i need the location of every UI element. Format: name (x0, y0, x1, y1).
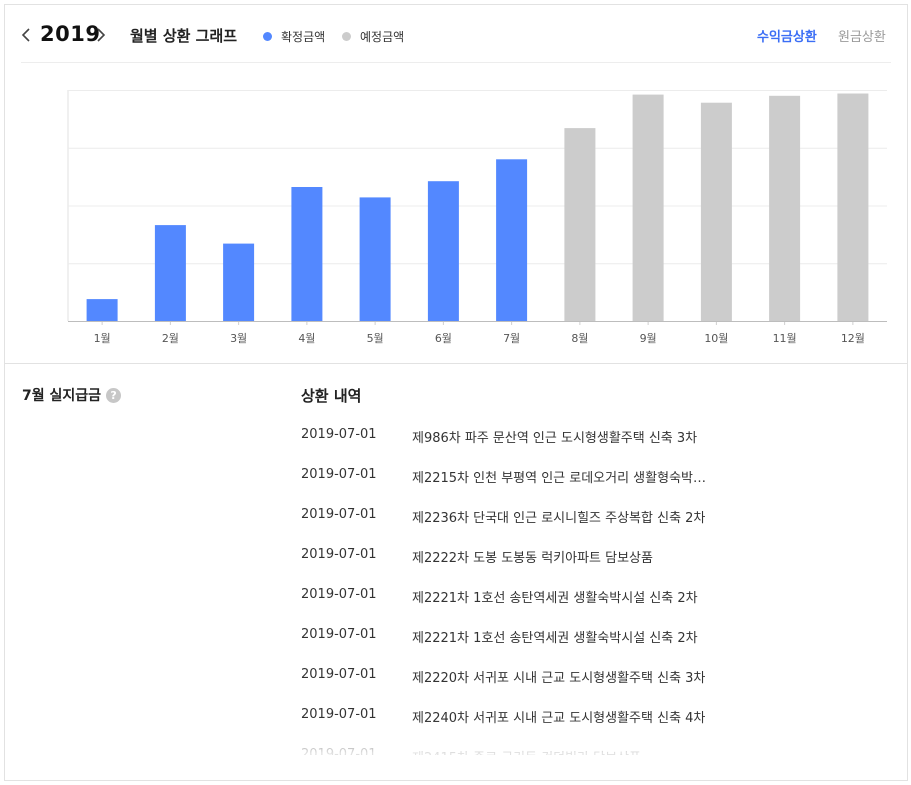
history-date: 2019-07-01 (301, 547, 377, 562)
prev-year-button[interactable] (19, 24, 33, 46)
actual-payment-title: 7월 실지급금 (22, 388, 102, 404)
legend-scheduled-label: 예정금액 (360, 30, 405, 44)
list-item[interactable]: 2019-07-01 제2240차 서귀포 시내 근교 도시형생활주택 신축 4차 (301, 695, 901, 735)
history-date: 2019-07-01 (301, 747, 377, 755)
chart-canvas: 1월 2월 3월 4월 5월 6월 7월 8월 9월 10월 11월 12월 (67, 90, 887, 345)
history-date: 2019-07-01 (301, 427, 377, 442)
tab-interest-repayment[interactable]: 수익금상환 (757, 30, 817, 45)
bar-4[interactable] (291, 187, 323, 321)
x-tick-label: 11월 (773, 332, 797, 345)
chevron-right-icon (97, 28, 106, 42)
bar-12[interactable] (837, 93, 869, 322)
list-item[interactable]: 2019-07-01 제2215차 인천 부평역 인근 로데오거리 생활형숙박시설… (301, 455, 901, 495)
history-product-link[interactable]: 제2215차 인천 부평역 인근 로데오거리 생활형숙박시설 신축 (412, 471, 712, 486)
graph-title: 월별 상환 그래프 (130, 27, 238, 45)
history-product-link[interactable]: 제2236차 단국대 인근 로시니힐즈 주상복합 신축 2차 (412, 511, 706, 526)
history-date: 2019-07-01 (301, 587, 377, 602)
legend-confirmed-label: 확정금액 (281, 30, 326, 44)
x-tick-label: 2월 (162, 332, 179, 345)
bar-5[interactable] (359, 197, 391, 321)
bar-10[interactable] (700, 102, 732, 321)
repayment-history-list: 2019-07-01 제986차 파주 문산역 인근 도시형생활주택 신축 3차 2… (301, 415, 901, 755)
legend-confirmed-dot (263, 32, 272, 41)
x-tick-label: 6월 (435, 332, 452, 345)
bar-1[interactable] (86, 299, 118, 321)
history-product-link[interactable]: 제2221차 1호선 송탄역세권 생활숙박시설 신축 2차 (412, 591, 698, 606)
year-label: 2019 (40, 22, 101, 46)
bar-11[interactable] (769, 95, 801, 321)
list-item[interactable]: 2019-07-01 제2236차 단국대 인근 로시니힐즈 주상복합 신축 2차 (301, 495, 901, 535)
monthly-repayment-chart: 1월 2월 3월 4월 5월 6월 7월 8월 9월 10월 11월 12월 (5, 65, 907, 365)
history-product-link[interactable]: 제2222차 도봉 도봉동 럭키아파트 담보상품 (412, 551, 653, 566)
list-item[interactable]: 2019-07-01 제2415차 종로 구기동 건덕빌라 담보상품 (301, 735, 901, 755)
list-item[interactable]: 2019-07-01 제2222차 도봉 도봉동 럭키아파트 담보상품 (301, 535, 901, 575)
actual-payment-heading: 7월 실지급금 ? (22, 385, 122, 405)
history-date: 2019-07-01 (301, 507, 377, 522)
bar-8[interactable] (564, 128, 596, 321)
x-tick-label: 7월 (503, 332, 520, 345)
history-title: 상환 내역 (301, 387, 362, 405)
history-date: 2019-07-01 (301, 467, 377, 482)
header-divider (21, 62, 891, 63)
list-item[interactable]: 2019-07-01 제2220차 서귀포 시내 근교 도시형생활주택 신축 3차 (301, 655, 901, 695)
history-product-link[interactable]: 제2240차 서귀포 시내 근교 도시형생활주택 신축 4차 (412, 711, 706, 726)
x-tick-label: 9월 (640, 332, 657, 345)
next-year-button[interactable] (94, 24, 108, 46)
x-tick-label: 10월 (704, 332, 728, 345)
legend-confirmed: 확정금액 (263, 28, 325, 45)
x-tick-label: 5월 (367, 332, 384, 345)
bar-7[interactable] (496, 159, 528, 321)
list-item[interactable]: 2019-07-01 제2221차 1호선 송탄역세권 생활숙박시설 신축 2차 (301, 615, 901, 655)
bar-9[interactable] (632, 94, 664, 321)
bar-6[interactable] (427, 181, 459, 321)
x-tick-label: 3월 (230, 332, 247, 345)
chevron-left-icon (21, 28, 30, 42)
x-tick-label: 4월 (298, 332, 315, 345)
section-divider (5, 363, 907, 364)
x-tick-label: 8월 (571, 332, 588, 345)
graph-header: 2019 월별 상환 그래프 확정금액 예정금액 수익금상환 원금상환 (5, 5, 907, 65)
list-item[interactable]: 2019-07-01 제2221차 1호선 송탄역세권 생활숙박시설 신축 2차 (301, 575, 901, 615)
tab-principal-repayment[interactable]: 원금상환 (838, 30, 886, 45)
x-tick-label: 12월 (841, 332, 865, 345)
list-item[interactable]: 2019-07-01 제986차 파주 문산역 인근 도시형생활주택 신축 3차 (301, 415, 901, 455)
history-date: 2019-07-01 (301, 707, 377, 722)
x-tick-label: 1월 (94, 332, 111, 345)
history-product-link[interactable]: 제986차 파주 문산역 인근 도시형생활주택 신축 3차 (412, 431, 698, 446)
legend-scheduled-dot (342, 32, 351, 41)
history-product-link[interactable]: 제2221차 1호선 송탄역세권 생활숙박시설 신축 2차 (412, 631, 698, 646)
bar-2[interactable] (154, 225, 186, 321)
history-date: 2019-07-01 (301, 627, 377, 642)
legend-scheduled: 예정금액 (342, 28, 404, 45)
repayment-panel: 2019 월별 상환 그래프 확정금액 예정금액 수익금상환 원금상환 1월 2월… (4, 4, 908, 781)
bar-3[interactable] (223, 243, 255, 321)
history-product-link[interactable]: 제2415차 종로 구기동 건덕빌라 담보상품 (412, 747, 712, 755)
history-date: 2019-07-01 (301, 667, 377, 682)
history-product-link[interactable]: 제2220차 서귀포 시내 근교 도시형생활주택 신축 3차 (412, 671, 706, 686)
question-icon[interactable]: ? (106, 387, 122, 403)
